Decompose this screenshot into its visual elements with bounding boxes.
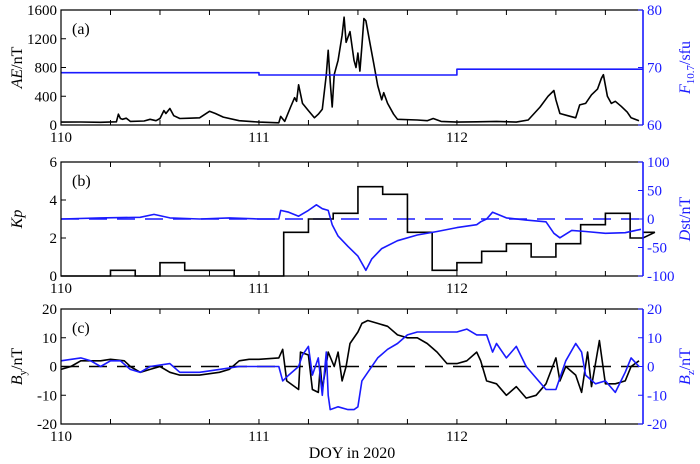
y-tick-label-right: -20 — [647, 417, 667, 433]
axis-label-unit: /nT — [677, 348, 694, 370]
y-tick-label-left: 0 — [50, 360, 58, 376]
y-tick-label-right: -100 — [647, 269, 675, 285]
series-by-line — [60, 319, 640, 399]
y-tick-label-right: 10 — [647, 331, 662, 347]
y-tick-label-right: 50 — [647, 184, 662, 200]
axis-label-name: B — [9, 375, 26, 385]
axis-label-unit: /nT — [9, 46, 26, 68]
x-tick-label: 112 — [446, 281, 468, 297]
x-tick-label: 112 — [446, 429, 468, 445]
y-tick-label-left: 0 — [50, 118, 58, 134]
y-tick-label-left: 1600 — [27, 3, 57, 19]
y-axis-label: Dst/nT — [677, 197, 694, 243]
axis-label-name: Kp — [9, 210, 26, 230]
axis-label-subscript: 10.7 — [685, 64, 697, 84]
y-tick-label-left: 2 — [50, 231, 58, 247]
y-tick-label-left: 400 — [35, 89, 58, 105]
x-tick-label: 112 — [446, 130, 468, 146]
y-tick-label-left: 10 — [42, 331, 57, 347]
y-tick-label-right: 0 — [647, 212, 655, 228]
y-tick-label-right: -50 — [647, 241, 667, 257]
x-tick-label: 110 — [50, 429, 72, 445]
panel-label: (c) — [72, 320, 90, 337]
axis-label-unit: /sfu — [677, 41, 694, 65]
y-tick-label-right: 60 — [647, 118, 662, 134]
y-axis-label: Kp — [9, 210, 26, 230]
x-tick-label: 110 — [50, 281, 72, 297]
series-dst-line — [60, 204, 642, 272]
y-tick-label-left: -10 — [37, 388, 57, 404]
panel-c: 110 111 112-20-1001020-20-1001020(c)By/nTB… — [9, 302, 697, 445]
y-tick-label-right: 100 — [647, 155, 670, 171]
x-axis-label: DOY in 2020 — [309, 445, 396, 462]
series-f107-line — [61, 68, 643, 76]
x-tick-label: 111 — [248, 130, 269, 146]
panel-b: 110 111 112 0 2 4 6 -100 -50 0 50 100 (b) Kp Dst/nT — [9, 155, 694, 297]
y-tick-label-right: 70 — [647, 61, 662, 77]
y-tick-label-right: 0 — [647, 360, 655, 376]
y-tick-label-left: 0 — [50, 269, 58, 285]
plot-frame — [60, 9, 643, 126]
y-tick-label-left: 800 — [35, 61, 58, 77]
y-tick-label-right: 20 — [647, 302, 662, 318]
axis-label-unit: /nT — [9, 348, 26, 370]
axis-label-unit: st/nT — [677, 197, 694, 230]
x-tick-label: 111 — [248, 429, 269, 445]
panel-label: (b) — [72, 173, 91, 190]
y-axis-label: By/nT — [9, 348, 29, 386]
y-tick-label-left: 1200 — [27, 32, 57, 48]
y-tick-label-left: 6 — [50, 155, 58, 171]
y-tick-label-right: 80 — [647, 3, 662, 19]
kp-step-line — [61, 185, 656, 277]
axis-label-name: B — [677, 375, 694, 385]
y-tick-label-right: -10 — [647, 388, 667, 404]
axis-label-subscript: y — [17, 369, 29, 375]
x-tick-label: 110 — [50, 130, 72, 146]
panel-label: (a) — [72, 21, 90, 38]
panel-a: 110 111 112 0 400 800 1200 1600 60 70 80 (a) AE/nT F1… — [9, 3, 697, 146]
axis-label-name: F — [677, 84, 694, 95]
y-axis-label: F10.7/sfu — [677, 41, 697, 95]
y-tick-label-left: 4 — [50, 193, 58, 209]
series-bz-line — [60, 328, 640, 411]
series-ae-line — [60, 16, 640, 124]
x-tick-label: 111 — [248, 281, 269, 297]
axis-label-subscript: z — [685, 370, 697, 375]
y-tick-label-left: 20 — [42, 302, 57, 318]
y-axis-label: Bz/nT — [677, 348, 697, 385]
plot-frame — [60, 161, 643, 277]
y-axis-label: AE/nT — [9, 46, 26, 89]
axis-label-name: D — [677, 229, 694, 242]
axis-label-name: AE — [9, 69, 26, 90]
y-tick-label-left: -20 — [37, 417, 57, 433]
